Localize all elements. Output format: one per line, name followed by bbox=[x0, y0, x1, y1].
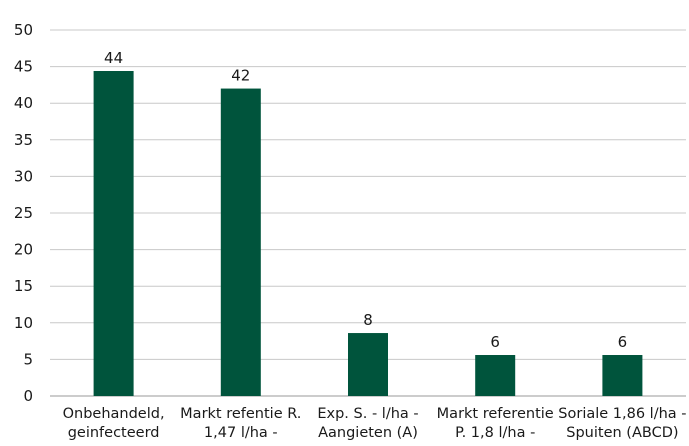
y-tick-label: 0 bbox=[23, 387, 33, 405]
data-label: 6 bbox=[490, 333, 500, 351]
bar bbox=[348, 333, 388, 396]
data-label: 8 bbox=[363, 311, 373, 329]
y-tick-label: 50 bbox=[14, 21, 33, 39]
data-labels: 44 42 8 6 6 bbox=[104, 49, 627, 351]
category-label: Exp. S. - l/ha - bbox=[317, 406, 418, 422]
y-tick-label: 10 bbox=[14, 314, 33, 332]
data-label: 6 bbox=[618, 333, 628, 351]
y-tick-label: 35 bbox=[14, 131, 33, 149]
bars bbox=[93, 70, 643, 396]
bar bbox=[93, 70, 134, 396]
data-label: 44 bbox=[104, 49, 123, 67]
y-tick-label: 45 bbox=[14, 58, 33, 76]
bar bbox=[220, 88, 261, 396]
category-label: Markt refentie R. bbox=[180, 406, 301, 422]
category-label: Aangieten (A) bbox=[318, 425, 418, 441]
gridlines bbox=[50, 29, 686, 397]
data-label: 42 bbox=[231, 67, 250, 85]
y-tick-label: 5 bbox=[23, 350, 33, 368]
category-label: 1,47 l/ha - bbox=[204, 425, 278, 441]
category-label: Markt referentie bbox=[437, 406, 554, 422]
y-tick-label: 15 bbox=[14, 277, 33, 295]
y-tick-label: 30 bbox=[14, 167, 33, 185]
bar bbox=[475, 355, 516, 396]
category-label: Soriale 1,86 l/ha - bbox=[558, 406, 686, 422]
category-label: Onbehandeld, bbox=[63, 406, 165, 422]
bar bbox=[602, 355, 643, 396]
y-tick-label: 25 bbox=[14, 204, 33, 222]
category-label: Spuiten (ABCD) bbox=[566, 425, 678, 441]
category-label: P. 1,8 l/ha - bbox=[455, 425, 535, 441]
y-tick-label: 20 bbox=[14, 241, 33, 259]
x-axis-category-labels: Onbehandeld, geinfecteerd Markt refentie R… bbox=[63, 406, 687, 441]
y-tick-label: 40 bbox=[14, 94, 33, 112]
y-axis-tick-labels: 0 5 10 15 20 25 30 35 40 45 50 bbox=[14, 21, 33, 405]
category-label: geinfecteerd bbox=[68, 425, 160, 441]
